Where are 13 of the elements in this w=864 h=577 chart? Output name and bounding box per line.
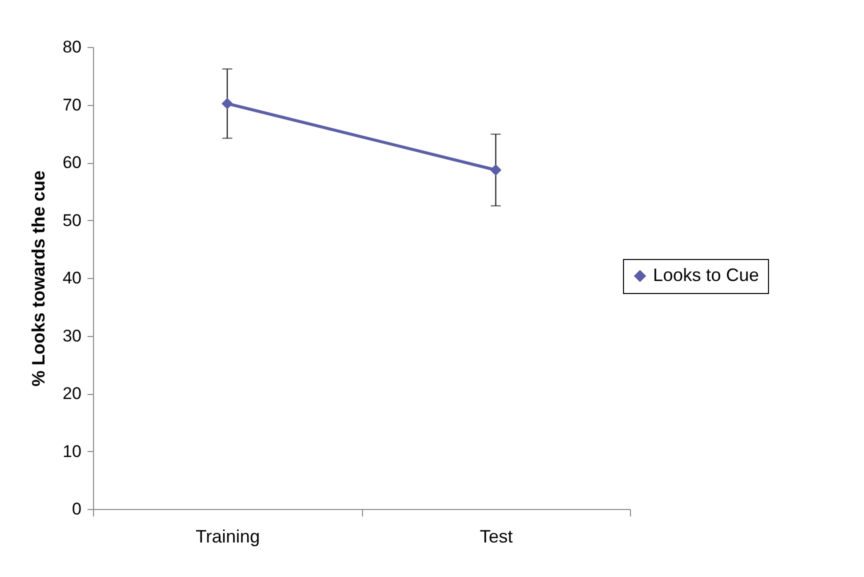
y-tick-label: 50 <box>62 210 82 230</box>
y-tick-label: 60 <box>62 153 82 172</box>
y-tick-label: 30 <box>62 326 82 346</box>
y-tick-label: 70 <box>62 95 82 114</box>
x-tick-label: Training <box>196 526 260 546</box>
y-tick-label: 10 <box>62 442 82 461</box>
y-tick-label: 80 <box>62 38 82 56</box>
y-axis-title: % Looks towards the cue <box>28 170 49 387</box>
y-tick-label: 0 <box>72 500 82 518</box>
y-tick-label: 40 <box>62 268 82 288</box>
legend-label: Looks to Cue <box>653 265 760 285</box>
x-tick-label: Test <box>480 526 513 546</box>
y-tick-label: 20 <box>62 384 82 403</box>
